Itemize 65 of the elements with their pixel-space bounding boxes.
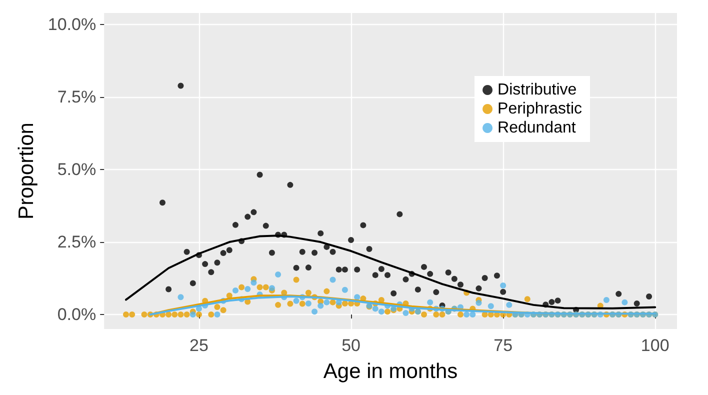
point (318, 230, 324, 236)
y-tick-label: 0.0% (57, 305, 96, 324)
point (646, 294, 652, 300)
point (366, 246, 372, 252)
y-tick-label: 7.5% (57, 88, 96, 107)
point (372, 272, 378, 278)
x-tick-label: 50 (342, 336, 360, 355)
point (287, 182, 294, 188)
point (427, 270, 434, 277)
x-tick-label: 75 (494, 336, 513, 355)
point (445, 269, 452, 276)
point (159, 200, 166, 206)
point (305, 264, 312, 271)
point (336, 266, 342, 273)
point (482, 274, 488, 281)
legend-label: Distributive (498, 82, 577, 98)
legend-label: Periphrastic (498, 100, 582, 118)
point (184, 248, 190, 255)
point (500, 288, 506, 295)
point (548, 299, 555, 306)
point (476, 285, 482, 292)
point (190, 280, 196, 286)
point (166, 286, 172, 292)
x-tick-label: 25 (190, 336, 208, 355)
point (250, 209, 257, 216)
point (354, 266, 360, 273)
point (244, 214, 251, 220)
point (360, 222, 366, 228)
point (214, 260, 220, 266)
point (616, 290, 622, 297)
y-tick-label: 5.0% (57, 160, 96, 180)
point (457, 282, 464, 288)
point (396, 211, 403, 218)
point (554, 298, 561, 304)
point (421, 264, 427, 270)
point (268, 250, 275, 256)
point (330, 248, 336, 255)
point (256, 172, 263, 178)
point (414, 286, 421, 293)
point (348, 237, 354, 243)
legend-label: Redundant (498, 120, 576, 136)
point (433, 289, 440, 296)
y-tick-label: 10.0% (48, 15, 96, 34)
point (178, 82, 184, 89)
point (342, 266, 348, 273)
point (293, 264, 300, 271)
point (378, 266, 384, 272)
point (232, 222, 238, 228)
point (299, 248, 306, 255)
x-axis-title: Age in months (323, 360, 458, 383)
point (208, 269, 214, 276)
point (451, 276, 458, 282)
point (226, 247, 232, 254)
point (384, 272, 391, 278)
point (634, 300, 640, 306)
y-tick-label: 2.5% (57, 232, 96, 252)
point (262, 222, 269, 229)
point (202, 261, 208, 268)
point (220, 250, 226, 256)
point (494, 272, 500, 279)
x-tick-label: 100 (640, 336, 670, 355)
point (390, 290, 397, 296)
point (312, 250, 318, 256)
point (402, 276, 409, 282)
y-axis-title: Proportion (15, 122, 38, 220)
